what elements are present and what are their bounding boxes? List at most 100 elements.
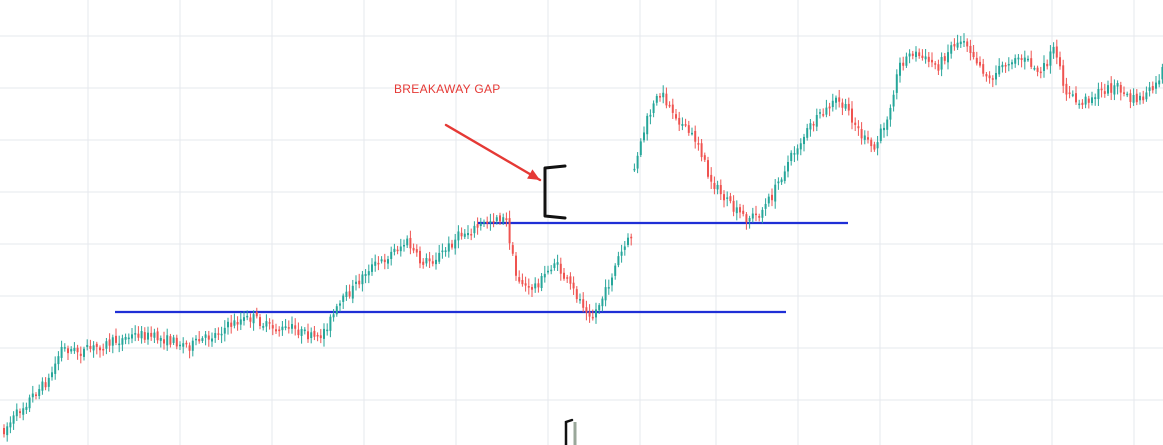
candle-body — [454, 239, 457, 249]
candle — [995, 65, 997, 86]
candle-body — [947, 52, 949, 63]
candle — [438, 244, 441, 264]
candle-body — [505, 218, 508, 221]
candle — [227, 317, 229, 335]
candle — [713, 176, 716, 195]
candle-body — [639, 141, 642, 155]
candle-body — [1091, 97, 1093, 104]
candle-body — [111, 337, 114, 346]
candle — [815, 108, 818, 132]
candle — [806, 123, 809, 141]
candle — [655, 93, 658, 106]
candle — [841, 98, 844, 116]
candle-body — [473, 225, 476, 234]
candle — [403, 239, 405, 252]
candle-body — [985, 74, 988, 77]
candle-body — [710, 174, 713, 182]
candle — [502, 213, 505, 225]
candle-body — [1123, 92, 1125, 94]
candle — [697, 136, 700, 151]
candle — [998, 58, 1001, 77]
candle-body — [726, 197, 729, 199]
candle — [550, 265, 553, 275]
candle — [729, 192, 732, 204]
candle — [473, 221, 476, 238]
candle — [431, 255, 434, 267]
candle — [985, 71, 988, 82]
candle-body — [316, 334, 319, 337]
candle-body — [63, 347, 66, 349]
candle — [943, 52, 946, 65]
candle — [374, 254, 377, 272]
candle-body — [972, 51, 975, 58]
candle — [223, 320, 226, 342]
candle-body — [806, 128, 809, 138]
candle — [220, 326, 223, 344]
candle-body — [57, 356, 60, 365]
arrow-head — [527, 169, 540, 180]
candle-body — [879, 128, 882, 141]
candle — [847, 97, 850, 116]
candle — [246, 310, 249, 321]
candle — [230, 314, 233, 334]
candle — [383, 253, 386, 270]
candle-body — [1145, 92, 1148, 100]
candle-body — [796, 148, 799, 155]
candle — [879, 124, 882, 144]
candle — [425, 253, 428, 267]
candle-body — [1039, 71, 1042, 74]
candle-body — [988, 75, 991, 79]
candle-body — [294, 325, 297, 329]
candle-body — [233, 320, 236, 326]
candle — [44, 377, 47, 391]
candle-body — [185, 342, 188, 345]
candle — [188, 342, 191, 359]
candle-body — [73, 347, 76, 352]
candle-body — [975, 57, 978, 64]
candle — [1148, 81, 1151, 97]
candle-body — [652, 103, 655, 114]
candle — [787, 155, 789, 178]
candle-body — [156, 331, 159, 341]
candle-body — [246, 315, 249, 318]
candle-body — [604, 287, 607, 301]
candle — [630, 233, 633, 246]
candle-body — [489, 221, 492, 224]
candle-body — [627, 237, 629, 245]
candle-body — [19, 411, 21, 414]
candle-body — [358, 280, 361, 285]
candle-body — [79, 353, 82, 356]
candle — [1023, 50, 1026, 70]
candle — [335, 303, 338, 317]
candle — [931, 52, 933, 68]
candle — [950, 41, 953, 59]
candle — [92, 341, 95, 358]
candle-body — [390, 251, 393, 259]
candle — [588, 304, 591, 323]
candle — [323, 323, 325, 347]
candle — [441, 243, 444, 259]
candle — [675, 108, 677, 121]
candle — [825, 99, 828, 118]
candle-body — [339, 303, 341, 306]
candle — [572, 276, 575, 295]
candle-body — [211, 338, 213, 342]
candle — [444, 247, 447, 257]
candle — [428, 251, 431, 268]
candle-body — [991, 78, 994, 80]
candle — [639, 138, 642, 158]
candle — [614, 263, 617, 280]
candle-body — [556, 262, 559, 265]
candle — [105, 337, 108, 355]
candle-body — [89, 345, 92, 349]
candle-body — [172, 337, 175, 343]
candle-body — [121, 338, 124, 345]
candle-body — [191, 340, 194, 351]
candle — [796, 144, 799, 161]
candle — [1103, 83, 1106, 98]
candle — [937, 59, 940, 76]
candle — [415, 244, 418, 257]
candle-body — [982, 64, 985, 74]
candle-body — [259, 317, 261, 326]
